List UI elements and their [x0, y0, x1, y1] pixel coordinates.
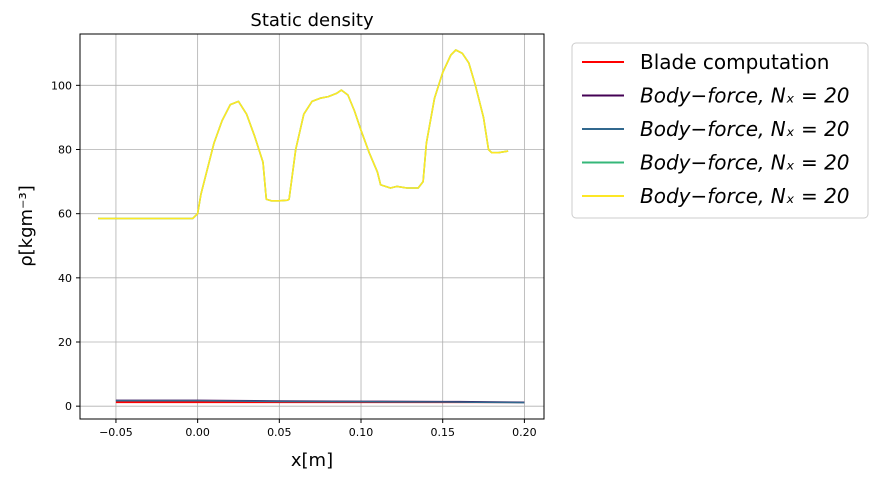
series-line-5	[98, 49, 509, 220]
plot-area-frame	[79, 33, 545, 420]
y-tick-label: 20	[58, 336, 72, 349]
legend-label-3: Body−force, Nₓ = 20	[640, 117, 850, 141]
x-tick-label: −0.05	[99, 426, 133, 439]
x-tick-label: 0.10	[349, 426, 374, 439]
y-tick-label: 60	[58, 208, 72, 221]
legend-frame	[571, 42, 869, 219]
series-lines	[98, 49, 525, 404]
series-line-4	[98, 49, 509, 220]
x-tick-label: 0.20	[512, 426, 537, 439]
x-axis-ticks: −0.05 0.00 0.05 0.10 0.15 0.20	[99, 419, 537, 439]
legend-label-5: Body−force, Nₓ = 20	[640, 184, 850, 208]
y-tick-label: 0	[65, 400, 72, 413]
x-tick-label: 0.00	[185, 426, 210, 439]
x-tick-label: 0.15	[430, 426, 455, 439]
legend-label-4: Body−force, Nₓ = 20	[640, 151, 850, 175]
y-axis-ticks: 0 20 40 60 80 100	[51, 79, 80, 413]
chart-title: Static density	[250, 10, 374, 31]
series-line-3	[115, 399, 525, 404]
y-tick-label: 100	[51, 79, 72, 92]
y-tick-label: 80	[58, 144, 72, 157]
y-tick-label: 40	[58, 272, 72, 285]
legend: Blade computation Body−force, Nₓ = 20 Body…	[571, 42, 869, 219]
legend-label-1: Blade computation	[640, 50, 829, 74]
legend-label-2: Body−force, Nₓ = 20	[640, 84, 850, 108]
x-axis-label: x[m]	[291, 450, 333, 471]
y-axis-label: ρ[kgm⁻³]	[16, 185, 37, 267]
x-tick-label: 0.05	[267, 426, 292, 439]
grid-lines	[80, 34, 544, 419]
